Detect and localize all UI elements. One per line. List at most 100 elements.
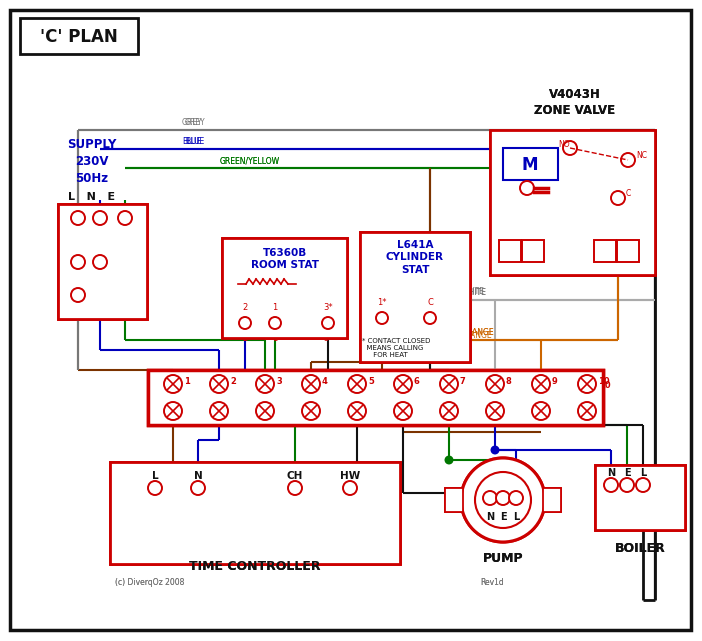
Circle shape (239, 317, 251, 329)
Circle shape (496, 491, 510, 505)
Circle shape (424, 312, 436, 324)
Circle shape (210, 375, 228, 393)
Bar (445, 488, 463, 512)
Text: M: M (522, 156, 538, 174)
Text: 10: 10 (599, 381, 611, 390)
Circle shape (446, 456, 453, 463)
Bar (499, 240, 521, 262)
Circle shape (322, 317, 334, 329)
Text: T6360B
ROOM STAT: T6360B ROOM STAT (251, 248, 319, 271)
Text: 6: 6 (414, 378, 420, 387)
Circle shape (343, 481, 357, 495)
Text: 2: 2 (242, 303, 248, 312)
Text: NC: NC (636, 153, 647, 163)
Text: 1: 1 (184, 378, 190, 387)
Text: L641A
CYLINDER
STAT: L641A CYLINDER STAT (386, 240, 444, 275)
Text: L: L (513, 512, 519, 522)
Circle shape (256, 402, 274, 420)
Bar (490, 130, 655, 275)
Text: N: N (194, 471, 202, 481)
Circle shape (486, 375, 504, 393)
Text: 5: 5 (369, 381, 375, 390)
Circle shape (520, 181, 534, 195)
Text: 1*: 1* (377, 298, 387, 307)
Circle shape (302, 402, 320, 420)
Circle shape (461, 458, 545, 542)
Text: LINK: LINK (458, 416, 486, 426)
Text: V4043H
ZONE VALVE: V4043H ZONE VALVE (534, 88, 616, 117)
Text: CH: CH (287, 471, 303, 481)
Text: N: N (194, 471, 202, 481)
Circle shape (191, 481, 205, 495)
Circle shape (563, 141, 577, 155)
Text: SUPPLY
230V
50Hz: SUPPLY 230V 50Hz (67, 138, 117, 185)
Text: L: L (152, 471, 159, 481)
Text: L: L (640, 468, 646, 478)
Circle shape (148, 481, 162, 495)
Text: NO: NO (563, 138, 575, 147)
Circle shape (288, 481, 302, 495)
Circle shape (394, 375, 412, 393)
Circle shape (440, 375, 458, 393)
Bar (594, 240, 616, 262)
Circle shape (486, 402, 504, 420)
Circle shape (486, 375, 504, 393)
Text: BROWN: BROWN (432, 246, 441, 275)
Text: GREY: GREY (182, 118, 203, 127)
Circle shape (302, 402, 320, 420)
Text: BROWN: BROWN (432, 265, 441, 295)
Text: WHITE: WHITE (462, 288, 487, 297)
Text: N: N (486, 512, 494, 522)
Circle shape (302, 375, 320, 393)
Text: PUMP: PUMP (483, 552, 523, 565)
Circle shape (343, 481, 357, 495)
Circle shape (520, 181, 534, 195)
Text: N: N (607, 468, 615, 478)
Circle shape (509, 491, 523, 505)
Text: L: L (513, 512, 519, 522)
Bar (499, 240, 521, 262)
Text: 8: 8 (506, 378, 512, 387)
Text: 3*: 3* (323, 334, 333, 343)
Circle shape (376, 312, 388, 324)
Bar (617, 240, 639, 262)
Circle shape (578, 402, 596, 420)
Text: NC: NC (636, 151, 647, 160)
Circle shape (394, 402, 412, 420)
Bar (222, 238, 347, 338)
Circle shape (578, 402, 596, 420)
Circle shape (210, 402, 228, 420)
Circle shape (486, 402, 504, 420)
Circle shape (210, 375, 228, 393)
Text: C: C (427, 298, 433, 307)
Text: M: M (522, 156, 538, 174)
Circle shape (118, 211, 132, 225)
Circle shape (322, 317, 334, 329)
Text: BLUE: BLUE (182, 137, 201, 146)
Circle shape (302, 375, 320, 393)
Bar (595, 465, 685, 530)
Circle shape (256, 402, 274, 420)
Bar (490, 130, 655, 275)
Bar (503, 148, 558, 180)
Circle shape (394, 402, 412, 420)
Text: L   N   E: L N E (68, 192, 116, 202)
Text: (c) DiverqOz 2008: (c) DiverqOz 2008 (115, 578, 185, 587)
Text: 3: 3 (276, 378, 282, 387)
Text: 'C' PLAN: 'C' PLAN (40, 28, 118, 46)
Bar (148, 370, 603, 425)
Bar (543, 488, 561, 512)
Text: V4043H
ZONE VALVE: V4043H ZONE VALVE (534, 88, 616, 117)
Text: N: N (607, 468, 615, 478)
Text: GREY: GREY (185, 118, 206, 127)
Text: ORANGE: ORANGE (460, 331, 493, 340)
Text: * CONTACT CLOSED
  MEANS CALLING
     FOR HEAT: * CONTACT CLOSED MEANS CALLING FOR HEAT (362, 338, 430, 358)
Text: E: E (500, 512, 506, 522)
Circle shape (475, 472, 531, 528)
Text: 3*: 3* (323, 303, 333, 312)
Text: C: C (626, 192, 631, 201)
Circle shape (164, 375, 182, 393)
Text: 2: 2 (230, 378, 236, 387)
Circle shape (483, 491, 497, 505)
Text: E: E (623, 468, 630, 478)
